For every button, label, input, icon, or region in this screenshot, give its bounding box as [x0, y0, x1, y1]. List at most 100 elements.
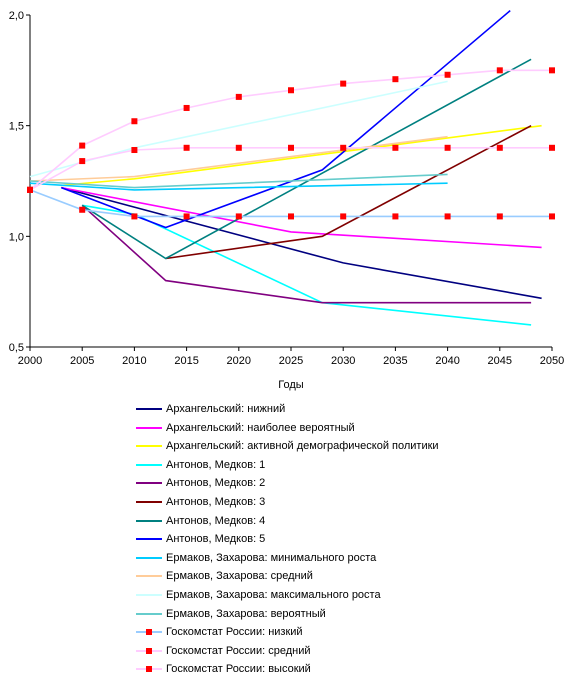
markers-layer	[27, 67, 555, 220]
legend-label: Архангельский: активной демографической …	[166, 440, 439, 453]
series-15-marker	[392, 76, 399, 83]
x-axis-label: Годы	[278, 379, 304, 391]
legend-item: Антонов, Медков: 2	[134, 474, 564, 493]
series-14-marker	[549, 144, 555, 151]
legend-item: Ермаков, Захарова: вероятный	[134, 605, 564, 624]
series-14-marker	[183, 144, 190, 151]
legend-label: Ермаков, Захарова: максимального роста	[166, 588, 381, 601]
y-tick-label: 1,5	[9, 121, 24, 133]
series-line-2	[61, 186, 542, 249]
legend-item: Ермаков, Захарова: минимального роста	[134, 549, 564, 568]
legend-label: Антонов, Медков: 4	[166, 514, 266, 527]
series-line-5	[81, 204, 532, 304]
series-line-6	[165, 124, 532, 260]
legend: Архангельский: нижний Архангельский: наиб…	[134, 400, 564, 679]
series-15-marker	[131, 118, 138, 125]
series-13-marker	[131, 213, 138, 220]
legend-label: Антонов, Медков: 1	[166, 458, 266, 471]
legend-item: Госкомстат России: низкий	[134, 623, 564, 642]
series-15-marker	[288, 87, 294, 94]
x-tick-label: 2020	[227, 355, 251, 367]
series-14-marker	[444, 144, 451, 151]
series-13-marker	[549, 213, 555, 220]
legend-item: Архангельский: наиболее вероятный	[134, 419, 564, 438]
legend-item: Госкомстат России: средний	[134, 642, 564, 661]
x-tick-label: 2015	[174, 355, 198, 367]
legend-label: Госкомстат России: высокий	[166, 663, 311, 676]
legend-swatch	[136, 426, 162, 429]
series-15-marker	[444, 71, 451, 78]
series-13-marker	[340, 213, 347, 220]
legend-swatch-marker	[146, 666, 152, 673]
series-line-3	[61, 124, 542, 187]
legend-swatch	[136, 593, 162, 596]
series-14-marker	[392, 144, 399, 151]
x-tick-label: 2045	[488, 355, 512, 367]
legend-label: Ермаков, Захарова: вероятный	[166, 607, 326, 620]
legend-swatch	[136, 612, 162, 615]
series-13-marker	[79, 206, 86, 213]
legend-item: Госкомстат России: высокий	[134, 660, 564, 679]
series-line-9	[29, 182, 448, 191]
x-tick-label: 2005	[70, 355, 94, 367]
series-layer	[29, 9, 552, 326]
legend-label: Ермаков, Захарова: минимального роста	[166, 551, 377, 564]
legend-swatch	[136, 575, 162, 578]
series-14-marker	[496, 144, 503, 151]
x-tick-label: 2050	[540, 355, 564, 367]
legend-swatch	[136, 519, 162, 522]
legend-swatch-marker	[146, 629, 152, 636]
legend-item: Ермаков, Захарова: максимального роста	[134, 586, 564, 605]
series-13-marker	[392, 213, 399, 220]
series-line-4	[82, 204, 532, 326]
chart: 0,5 1,0 1,5 2,0 2000 2005 2010 2015 2020 2025 2030…	[9, 9, 564, 391]
series-15-marker	[79, 142, 86, 149]
series-15-marker	[183, 104, 190, 111]
legend-swatch	[136, 463, 162, 466]
series-15-marker	[496, 67, 503, 74]
series-line-7	[81, 58, 532, 260]
y-tick-label: 1,0	[9, 231, 24, 243]
legend-label: Антонов, Медков: 2	[166, 477, 266, 490]
y-tick-label: 0,5	[9, 342, 24, 354]
series-15-marker	[549, 67, 555, 74]
legend-swatch	[136, 556, 162, 559]
legend-item: Антонов, Медков: 5	[134, 530, 564, 549]
series-13-marker	[183, 213, 190, 220]
legend-item: Антонов, Медков: 1	[134, 456, 564, 475]
x-tick-label: 2040	[435, 355, 459, 367]
series-14-marker	[79, 158, 86, 165]
legend-label: Архангельский: нижний	[166, 403, 286, 415]
x-tick-label: 2025	[279, 355, 303, 367]
legend-swatch	[136, 629, 162, 636]
series-line-1	[61, 186, 542, 300]
legend-item: Антонов, Медков: 3	[134, 493, 564, 512]
series-14-marker	[288, 144, 294, 151]
series-14-marker	[235, 144, 242, 151]
legend-item: Архангельский: активной демографической …	[134, 437, 564, 456]
legend-swatch	[136, 647, 162, 654]
legend-label: Госкомстат России: средний	[166, 644, 311, 657]
series-15-marker	[235, 93, 242, 100]
legend-item: Архангельский: нижний	[134, 400, 564, 419]
legend-label: Ермаков, Захарова: средний	[166, 570, 313, 583]
legend-swatch-marker	[146, 647, 152, 654]
legend-swatch	[136, 500, 162, 503]
legend-item: Ермаков, Захарова: средний	[134, 567, 564, 586]
series-line-12	[29, 173, 448, 189]
legend-swatch	[136, 538, 162, 541]
legend-swatch	[136, 482, 162, 485]
legend-label: Антонов, Медков: 5	[166, 533, 266, 546]
series-line-14	[29, 147, 552, 191]
legend-swatch	[136, 408, 162, 410]
legend-swatch	[136, 445, 162, 448]
x-tick-label: 2035	[383, 355, 407, 367]
series-13-marker	[496, 213, 503, 220]
legend-label: Госкомстат России: низкий	[166, 626, 303, 639]
series-14-marker	[340, 144, 347, 151]
series-13-marker	[235, 213, 242, 220]
series-13-marker	[288, 213, 294, 220]
series-line-8	[61, 9, 511, 229]
legend-item: Антонов, Медков: 4	[134, 512, 564, 531]
y-tick-label: 2,0	[9, 10, 24, 22]
